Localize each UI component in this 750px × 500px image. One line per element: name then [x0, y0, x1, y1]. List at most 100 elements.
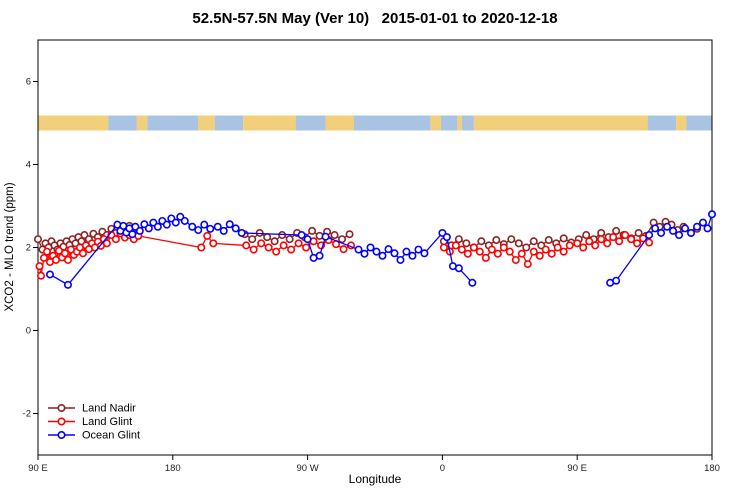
data-point	[463, 249, 472, 258]
data-point	[475, 247, 484, 256]
x-tick-label: 90 E	[28, 463, 48, 474]
data-point	[42, 247, 51, 256]
map-band-segment-land	[198, 115, 215, 131]
data-point	[225, 220, 234, 229]
data-point	[128, 230, 137, 239]
map-band-segment-ocean	[108, 115, 137, 131]
legend-symbol-point	[57, 417, 66, 426]
data-point	[621, 231, 630, 240]
data-point	[609, 233, 618, 242]
data-point	[469, 243, 478, 252]
data-point	[396, 255, 405, 264]
data-point	[559, 234, 568, 243]
data-point	[541, 245, 550, 254]
data-point	[249, 245, 258, 254]
data-point	[553, 243, 562, 252]
data-point	[687, 228, 696, 237]
data-point	[507, 235, 516, 244]
map-band-segment-ocean	[214, 115, 244, 131]
map-band-segment-ocean	[647, 115, 677, 131]
data-point	[645, 231, 654, 240]
map-band-segment-land	[325, 115, 355, 131]
data-point	[384, 245, 393, 254]
chart-title: 52.5N-57.5N May (Ver 10) 2015-01-01 to 2…	[192, 10, 558, 27]
data-point	[302, 243, 311, 252]
data-point	[237, 228, 246, 237]
data-point	[372, 247, 381, 256]
data-point	[354, 245, 363, 254]
data-point	[257, 239, 266, 248]
x-axis-label: Longitude	[348, 472, 402, 486]
data-point	[703, 224, 712, 233]
data-point	[481, 253, 490, 262]
y-tick-label: 6	[26, 77, 31, 88]
data-point	[693, 222, 702, 231]
data-point	[579, 243, 588, 252]
data-point	[612, 276, 621, 285]
data-point	[523, 260, 532, 269]
data-point	[699, 218, 708, 227]
data-point	[645, 238, 654, 247]
data-point	[505, 247, 514, 256]
data-point	[366, 243, 375, 252]
data-point	[468, 278, 477, 287]
data-point	[547, 249, 556, 258]
x-tick-label: 180	[704, 463, 720, 474]
data-point	[39, 253, 48, 262]
map-band-segment-ocean	[354, 115, 431, 131]
axes: 90 E 180 90 W 0 90 E 180 -2 0 2 4 6	[23, 77, 720, 475]
legend-symbol-point	[57, 430, 66, 439]
map-band-segment-land	[430, 115, 441, 131]
data-point	[669, 226, 678, 235]
data-point	[219, 226, 228, 235]
data-point	[135, 226, 144, 235]
data-point	[287, 245, 296, 254]
map-band-segment-land	[136, 115, 148, 131]
data-point	[297, 231, 306, 240]
data-point	[339, 245, 348, 254]
data-point	[60, 249, 69, 258]
data-point	[330, 231, 339, 240]
data-point	[206, 224, 215, 233]
data-point	[360, 249, 369, 258]
data-point	[573, 239, 582, 248]
data-point	[63, 255, 72, 264]
data-point	[303, 235, 312, 244]
x-tick-label: 90 E	[567, 463, 587, 474]
data-point	[492, 236, 501, 245]
data-point	[591, 241, 600, 250]
legend-label: Land Nadir	[82, 403, 136, 415]
data-point	[263, 233, 272, 242]
data-point	[511, 255, 520, 264]
data-point	[454, 264, 463, 273]
legend-label: Ocean Glint	[82, 430, 140, 442]
map-band-segment-land	[243, 115, 296, 131]
data-point	[248, 235, 257, 244]
data-point	[633, 239, 642, 248]
data-point	[442, 233, 451, 242]
data-point	[345, 230, 354, 239]
data-point	[559, 247, 568, 256]
data-point	[162, 220, 171, 229]
data-point	[194, 226, 203, 235]
data-point	[188, 222, 197, 231]
data-point	[535, 251, 544, 260]
data-point	[477, 237, 486, 246]
data-point	[264, 243, 273, 252]
data-point	[487, 245, 496, 254]
data-point	[213, 222, 222, 231]
data-point	[462, 239, 471, 248]
data-point	[457, 245, 466, 254]
data-point	[270, 237, 279, 246]
data-point	[615, 237, 624, 246]
data-point	[45, 270, 54, 279]
data-point	[634, 228, 643, 237]
data-point	[499, 243, 508, 252]
x-tick-label: 90 W	[297, 463, 319, 474]
map-band-segment-ocean	[147, 115, 199, 131]
series-ocean-glint	[45, 210, 716, 289]
map-band-segment-land	[473, 115, 648, 131]
data-point	[294, 239, 303, 248]
